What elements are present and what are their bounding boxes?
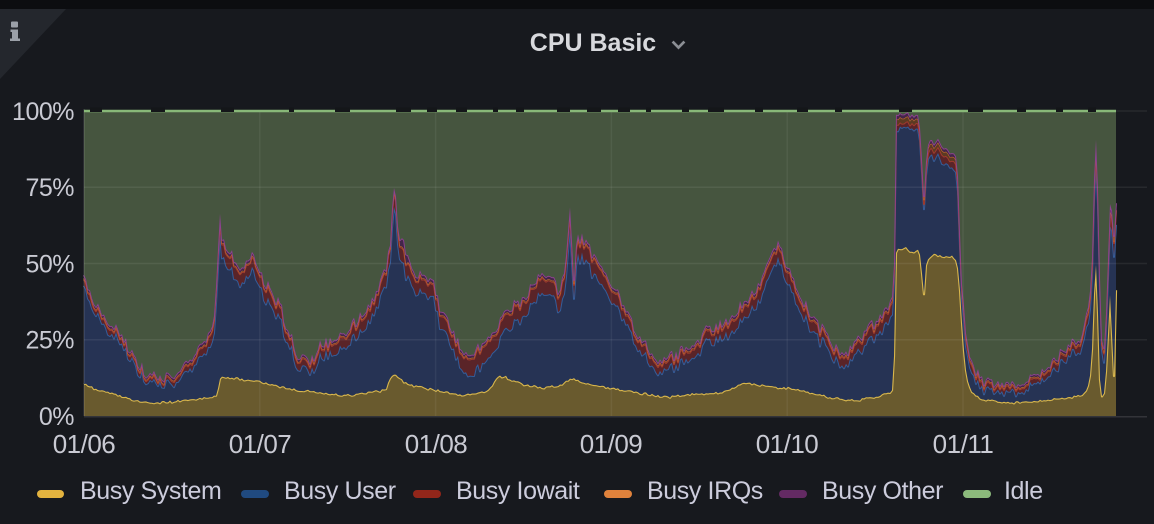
svg-text:01/11: 01/11 [933, 429, 994, 459]
svg-text:50%: 50% [25, 250, 74, 278]
svg-text:75%: 75% [25, 174, 74, 202]
svg-text:01/07: 01/07 [229, 429, 292, 459]
svg-text:100%: 100% [12, 98, 74, 126]
svg-text:01/10: 01/10 [756, 429, 819, 459]
svg-text:01/09: 01/09 [580, 429, 643, 459]
svg-text:25%: 25% [25, 327, 74, 355]
svg-text:0%: 0% [39, 403, 74, 431]
svg-text:01/08: 01/08 [405, 429, 468, 459]
svg-text:01/06: 01/06 [53, 429, 116, 459]
